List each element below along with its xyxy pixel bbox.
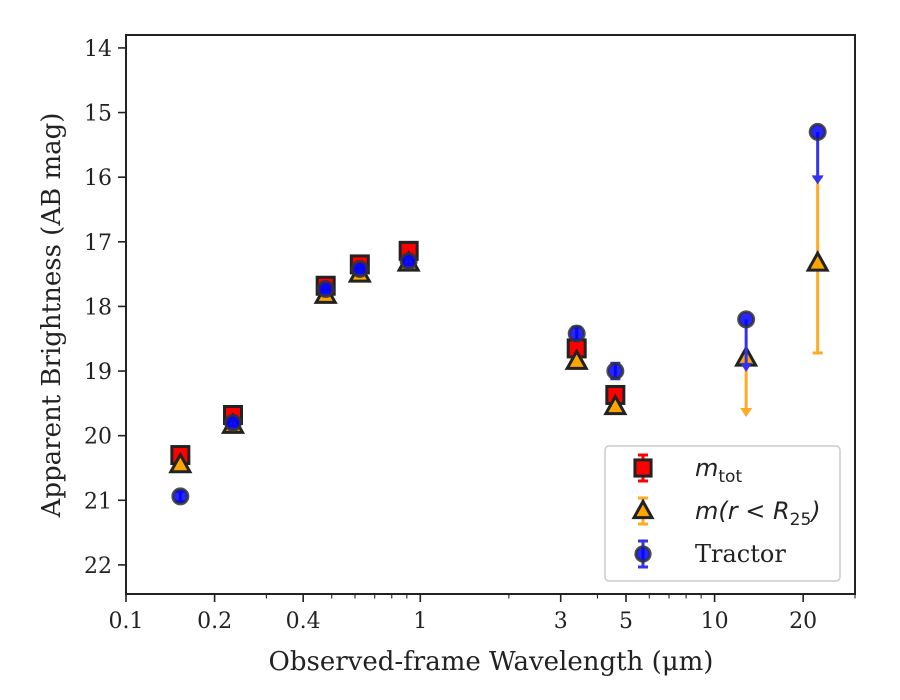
series-mr25: [168, 175, 830, 474]
series-tractor: [171, 122, 827, 506]
data-point-tractor: [224, 413, 243, 432]
series-layer: [168, 122, 830, 506]
y-tick-label: 20: [84, 425, 112, 450]
x-tick-label: 0.4: [286, 609, 321, 634]
legend-entry-tractor: Tractor: [634, 539, 786, 569]
y-tick-label: 15: [84, 102, 112, 127]
plot-frame: [125, 34, 856, 595]
legend-label-mr25: m(r < R25): [695, 497, 821, 530]
legend-box: [604, 445, 841, 582]
x-tick-label: 0.1: [109, 609, 144, 634]
y-tick-label: 22: [84, 554, 112, 579]
y-tick-label: 17: [84, 231, 112, 256]
data-point-tractor: [606, 362, 625, 381]
x-tick-label: 3: [554, 609, 568, 634]
x-tick-label: 5: [619, 609, 633, 634]
data-point-tractor: [399, 252, 418, 271]
y-tick-label: 21: [84, 489, 112, 514]
data-point-mr25: [805, 250, 830, 272]
upper-limit-arrow: [740, 408, 753, 418]
y-tick-label: 14: [84, 37, 112, 62]
y-tick-label: 16: [84, 166, 112, 191]
data-point-mr25: [603, 393, 628, 416]
legend-entry-mr25: m(r < R25): [631, 496, 821, 530]
y-axis-label: Apparent Brightness (AB mag): [37, 113, 67, 519]
x-tick-label: 1: [413, 609, 427, 634]
data-point-tractor: [737, 310, 756, 329]
y-tick-label: 19: [84, 360, 112, 385]
legend-marker-tractor: [634, 545, 652, 563]
x-tick-label: 10: [701, 609, 729, 634]
legend-entry-mtot: mtot: [633, 453, 742, 487]
legend-marker-mr25: [631, 498, 655, 520]
data-point-tractor: [350, 259, 369, 278]
legend-label-mtot: mtot: [695, 454, 742, 487]
axes: 0.1 0.2 0.4 1 3 5 10 20 14 15 16 17 18 19 20 21 22: [84, 34, 856, 634]
legend-marker-mtot: [633, 458, 653, 478]
data-point-tractor: [316, 279, 335, 298]
x-tick-label: 0.2: [197, 609, 232, 634]
upper-limit-arrow: [811, 175, 824, 185]
legend-label-tractor: Tractor: [695, 540, 786, 568]
upper-limit-arrow: [740, 362, 753, 372]
legend: mtot m(r < R25) Tractor: [604, 445, 841, 582]
data-point-mr25: [564, 348, 589, 370]
data-point-tractor: [808, 122, 827, 141]
data-point-tractor: [567, 324, 586, 343]
data-point-mr25: [168, 451, 193, 474]
y-tick-label: 18: [84, 295, 112, 320]
data-point-tractor: [171, 487, 190, 506]
x-axis-label: Observed-frame Wavelength (μm): [269, 647, 714, 677]
x-tick-label: 20: [789, 609, 817, 634]
